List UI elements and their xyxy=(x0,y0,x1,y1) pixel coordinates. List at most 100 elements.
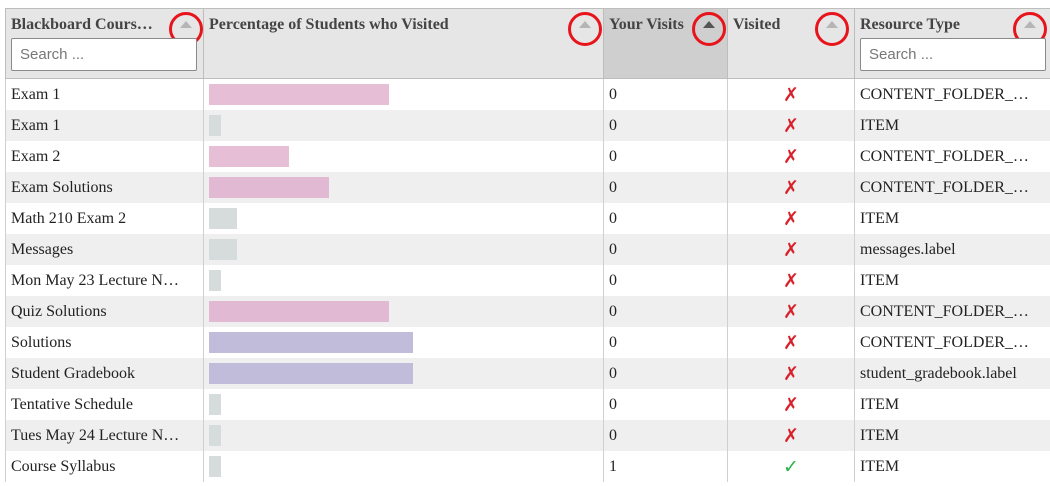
not-visited-cross-icon: ✗ xyxy=(783,114,799,137)
resource-type-cell: ITEM xyxy=(854,389,1050,420)
your-visits-cell: 0 xyxy=(603,203,728,234)
resource-type-cell: messages.label xyxy=(854,234,1050,265)
percentage-bar xyxy=(209,270,221,291)
visited-cell: ✗ xyxy=(727,234,855,265)
percentage-cell xyxy=(203,358,604,389)
course-item-cell[interactable]: Messages xyxy=(5,234,204,265)
course-item-cell[interactable]: Quiz Solutions xyxy=(5,296,204,327)
resource-type-cell: CONTENT_FOLDER_… xyxy=(854,296,1050,327)
percentage-bar xyxy=(209,394,221,415)
not-visited-cross-icon: ✗ xyxy=(783,424,799,447)
your-visits-cell: 0 xyxy=(603,420,728,451)
percentage-cell xyxy=(203,172,604,203)
not-visited-cross-icon: ✗ xyxy=(783,238,799,261)
percentage-bar xyxy=(209,146,289,167)
percentage-cell xyxy=(203,234,604,265)
column-header-percentage[interactable]: Percentage of Students who Visited xyxy=(203,8,604,79)
percentage-bar xyxy=(209,208,237,229)
resource-type-cell: ITEM xyxy=(854,451,1050,482)
table-row[interactable]: Exam 2 0 ✗ CONTENT_FOLDER_… xyxy=(5,141,1050,172)
percentage-bar xyxy=(209,332,413,353)
column-header-resource-type[interactable]: Resource Type xyxy=(854,8,1050,79)
course-item-cell[interactable]: Student Gradebook xyxy=(5,358,204,389)
course-item-cell[interactable]: Exam Solutions xyxy=(5,172,204,203)
percentage-cell xyxy=(203,327,604,358)
activity-table: Blackboard Cours… Percentage of Students… xyxy=(5,8,1050,482)
visited-cell: ✗ xyxy=(727,203,855,234)
percentage-cell xyxy=(203,110,604,141)
course-item-cell[interactable]: Mon May 23 Lecture N… xyxy=(5,265,204,296)
visited-cell: ✗ xyxy=(727,389,855,420)
course-item-cell[interactable]: Solutions xyxy=(5,327,204,358)
percentage-bar xyxy=(209,456,221,477)
visited-cell: ✓ xyxy=(727,451,855,482)
table-row[interactable]: Tentative Schedule 0 ✗ ITEM xyxy=(5,389,1050,420)
column-header-your-visits[interactable]: Your Visits xyxy=(603,8,728,79)
not-visited-cross-icon: ✗ xyxy=(783,269,799,292)
course-item-cell[interactable]: Tues May 24 Lecture N… xyxy=(5,420,204,451)
your-visits-cell: 0 xyxy=(603,141,728,172)
table-header: Blackboard Cours… Percentage of Students… xyxy=(5,8,1050,79)
table-row[interactable]: Math 210 Exam 2 0 ✗ ITEM xyxy=(5,203,1050,234)
percentage-bar xyxy=(209,363,413,384)
not-visited-cross-icon: ✗ xyxy=(783,393,799,416)
table-row[interactable]: Exam 1 0 ✗ ITEM xyxy=(5,110,1050,141)
visited-cell: ✗ xyxy=(727,420,855,451)
your-visits-cell: 0 xyxy=(603,172,728,203)
your-visits-cell: 0 xyxy=(603,265,728,296)
percentage-cell xyxy=(203,296,604,327)
annotation-circle xyxy=(568,12,602,46)
resource-type-cell: CONTENT_FOLDER_… xyxy=(854,327,1050,358)
percentage-cell xyxy=(203,389,604,420)
your-visits-cell: 0 xyxy=(603,327,728,358)
percentage-bar xyxy=(209,301,389,322)
annotation-circle xyxy=(692,12,726,46)
table-row[interactable]: Exam 1 0 ✗ CONTENT_FOLDER_… xyxy=(5,78,1050,110)
not-visited-cross-icon: ✗ xyxy=(783,331,799,354)
resource-type-search-input[interactable] xyxy=(860,38,1046,71)
table-row[interactable]: Quiz Solutions 0 ✗ CONTENT_FOLDER_… xyxy=(5,296,1050,327)
table-row[interactable]: Course Syllabus 1 ✓ ITEM xyxy=(5,451,1050,482)
column-title-course-item: Blackboard Cours… xyxy=(11,16,153,33)
course-item-cell[interactable]: Exam 2 xyxy=(5,141,204,172)
table-row[interactable]: Messages 0 ✗ messages.label xyxy=(5,234,1050,265)
course-item-cell[interactable]: Course Syllabus xyxy=(5,451,204,482)
course-item-search-input[interactable] xyxy=(11,38,197,71)
not-visited-cross-icon: ✗ xyxy=(783,300,799,323)
percentage-bar xyxy=(209,425,221,446)
table-row[interactable]: Mon May 23 Lecture N… 0 ✗ ITEM xyxy=(5,265,1050,296)
percentage-bar xyxy=(209,115,221,136)
resource-type-cell: ITEM xyxy=(854,420,1050,451)
table-row[interactable]: Exam Solutions 0 ✗ CONTENT_FOLDER_… xyxy=(5,172,1050,203)
resource-type-cell: student_gradebook.label xyxy=(854,358,1050,389)
percentage-cell xyxy=(203,451,604,482)
resource-type-cell: ITEM xyxy=(854,110,1050,141)
resource-type-cell: CONTENT_FOLDER_… xyxy=(854,141,1050,172)
your-visits-cell: 0 xyxy=(603,110,728,141)
table-body: Exam 1 0 ✗ CONTENT_FOLDER_… Exam 1 0 ✗ ITEM Exam… xyxy=(5,78,1050,482)
resource-type-cell: ITEM xyxy=(854,203,1050,234)
table-row[interactable]: Tues May 24 Lecture N… 0 ✗ ITEM xyxy=(5,420,1050,451)
your-visits-cell: 0 xyxy=(603,389,728,420)
course-item-cell[interactable]: Math 210 Exam 2 xyxy=(5,203,204,234)
visited-cell: ✗ xyxy=(727,110,855,141)
course-item-cell[interactable]: Exam 1 xyxy=(5,78,204,110)
visited-cell: ✗ xyxy=(727,327,855,358)
percentage-cell xyxy=(203,78,604,110)
your-visits-cell: 0 xyxy=(603,358,728,389)
course-item-cell[interactable]: Exam 1 xyxy=(5,110,204,141)
table-row[interactable]: Student Gradebook 0 ✗ student_gradebook.lab… xyxy=(5,358,1050,389)
not-visited-cross-icon: ✗ xyxy=(783,362,799,385)
column-header-course-item[interactable]: Blackboard Cours… xyxy=(5,8,204,79)
table-row[interactable]: Solutions 0 ✗ CONTENT_FOLDER_… xyxy=(5,327,1050,358)
course-item-cell[interactable]: Tentative Schedule xyxy=(5,389,204,420)
percentage-cell xyxy=(203,141,604,172)
column-header-visited[interactable]: Visited xyxy=(727,8,855,79)
your-visits-cell: 0 xyxy=(603,78,728,110)
annotation-circle xyxy=(815,12,849,46)
percentage-cell xyxy=(203,265,604,296)
visited-cell: ✗ xyxy=(727,265,855,296)
visited-cell: ✗ xyxy=(727,296,855,327)
not-visited-cross-icon: ✗ xyxy=(783,176,799,199)
